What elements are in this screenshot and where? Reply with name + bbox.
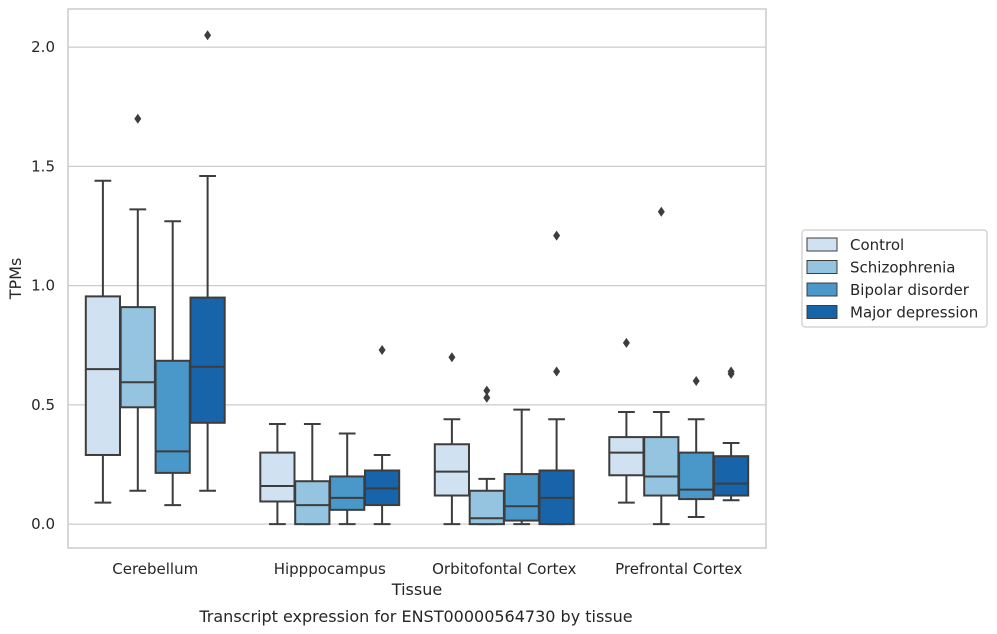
x-tick-label: Orbitofontal Cortex <box>432 560 576 578</box>
x-tick-label: Cerebellum <box>112 560 198 578</box>
legend-label: Bipolar disorder <box>850 281 970 299</box>
y-tick-label: 2.0 <box>31 38 55 56</box>
legend-swatch <box>806 260 838 274</box>
box <box>259 451 296 503</box>
x-tick-label: Hipppocampus <box>274 560 386 578</box>
box-group <box>119 113 156 492</box>
legend-swatch <box>806 237 838 252</box>
y-tick-labels: 0.0 0.5 1.0 1.5 2.0 <box>31 38 55 533</box>
x-axis-label: Tissue <box>391 580 442 599</box>
y-axis-label: TPMs <box>6 258 25 301</box>
box <box>84 295 122 456</box>
box-group <box>433 352 471 526</box>
legend-swatch <box>806 282 838 297</box>
outlier-point <box>134 113 142 124</box>
box-marks <box>84 30 750 526</box>
box-group <box>154 220 191 507</box>
chart-caption: Transcript expression for ENST0000056473… <box>198 607 632 626</box>
outlier-point <box>622 337 630 348</box>
box-group <box>189 30 226 492</box>
legend-frame <box>801 229 988 328</box>
legend-swatch <box>806 305 838 319</box>
box <box>189 296 226 424</box>
box-group <box>608 337 645 504</box>
legend-label: Control <box>850 236 904 254</box>
box-group <box>643 206 680 526</box>
legend-label: Major depression <box>850 304 978 322</box>
box-group <box>503 408 540 526</box>
box <box>294 480 331 526</box>
box-group <box>363 345 401 526</box>
x-tick-labels: Cerebellum Hipppocampus Orbitofontal Corte… <box>112 560 742 578</box>
box <box>678 451 715 501</box>
outlier-point <box>448 352 456 363</box>
box-group <box>468 385 505 526</box>
outlier-point <box>483 392 491 403</box>
outlier-point <box>378 345 386 356</box>
box-group <box>84 179 122 504</box>
outlier-point <box>204 30 212 41</box>
box-group <box>712 366 750 502</box>
y-tick-label: 1.5 <box>31 157 55 175</box>
outlier-point <box>727 366 735 377</box>
outlier-point <box>692 376 700 387</box>
box <box>433 443 471 497</box>
outlier-point <box>483 385 491 396</box>
y-tick-label: 0.0 <box>31 515 55 533</box>
x-tick-label: Prefrontal Cortex <box>615 560 742 578</box>
y-tick-label: 0.5 <box>31 396 55 414</box>
box <box>154 359 191 474</box>
box <box>712 455 750 497</box>
plot-area-frame <box>67 8 767 549</box>
box <box>643 436 680 497</box>
box <box>608 436 645 477</box>
outlier-point <box>553 366 561 377</box>
box-group <box>259 422 296 526</box>
box-group <box>538 230 575 526</box>
box-group <box>678 376 715 518</box>
legend: Control Schizophrenia Bipolar disorder Majo… <box>801 229 988 328</box>
legend-label: Schizophrenia <box>850 259 955 277</box>
box <box>329 475 366 511</box>
y-tick-label: 1.0 <box>31 277 55 295</box>
box-group <box>329 432 366 526</box>
box <box>503 473 540 522</box>
box-group <box>294 422 331 526</box>
outlier-point <box>657 206 665 217</box>
outlier-point <box>553 230 561 241</box>
box <box>119 306 156 409</box>
